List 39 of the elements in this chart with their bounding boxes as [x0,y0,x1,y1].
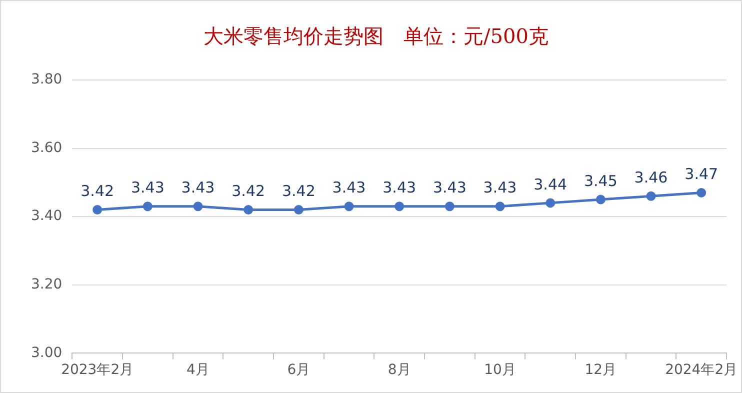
point [444,202,454,212]
data-label: 3.44 [534,175,568,194]
point [193,202,203,212]
data-label: 3.45 [584,172,618,190]
x-tick-label: 6月 [287,362,310,378]
data-label: 3.42 [80,182,114,200]
y-tick-label: 3.00 [31,344,62,361]
data-label: 3.43 [382,178,416,197]
x-tick-label: 2024年2月 [665,362,738,378]
point [92,205,102,215]
y-tick-label: 3.60 [31,140,62,156]
x-tick-label: 12月 [584,362,617,378]
x-tick-label: 4月 [186,362,210,378]
data-label: 3.42 [282,182,316,200]
x-tick-label: 8月 [388,362,411,378]
data-label: 3.43 [181,178,215,197]
point [294,205,304,215]
point [546,198,556,208]
x-tick-label: 2023年2月 [61,362,134,378]
data-label: 3.42 [232,182,266,200]
point [142,202,152,212]
x-tick-label: 10月 [484,362,516,378]
data-label: 3.43 [332,178,366,197]
point [596,194,606,204]
data-label: 3.46 [634,168,668,186]
data-label: 3.43 [130,178,164,197]
point [344,202,354,212]
point [646,191,656,201]
data-label: 3.43 [432,178,466,197]
y-tick-label: 3.20 [31,276,62,293]
chart-title: 大米零售均价走势图 单位：元/500克 [204,24,548,48]
y-tick-label: 3.40 [31,208,62,224]
data-label: 3.47 [684,165,718,184]
point [495,202,505,212]
point [244,205,254,215]
point [394,202,404,212]
y-tick-label: 3.80 [31,72,62,88]
data-label: 3.43 [483,178,517,197]
point [696,188,706,198]
